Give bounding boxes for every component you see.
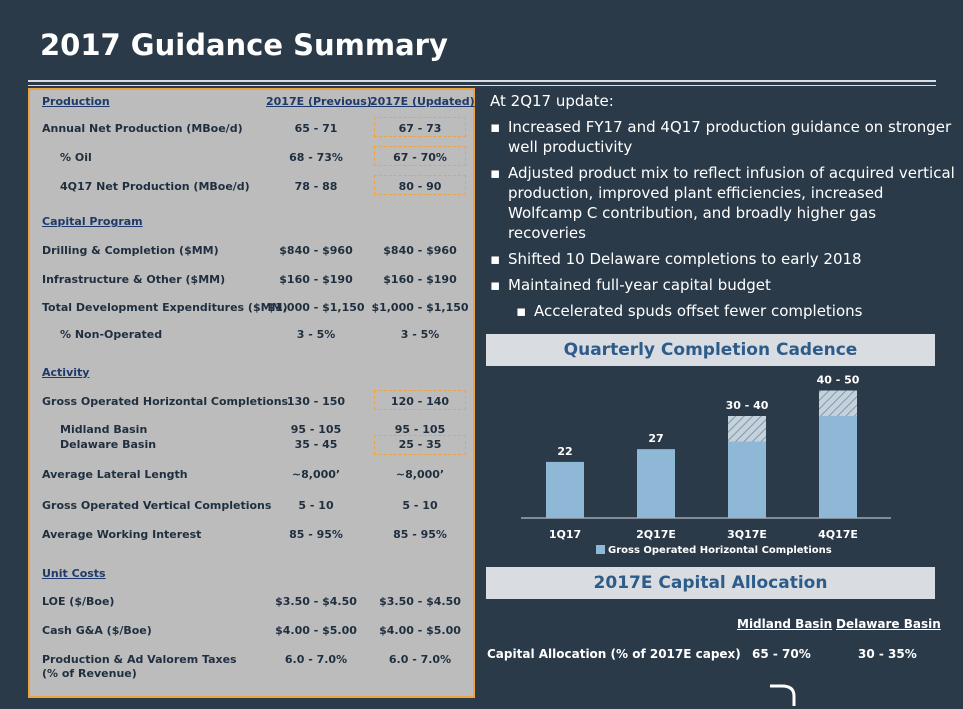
section-unit-costs: Unit Costs: [42, 567, 106, 580]
row-upd: 95 - 105: [394, 423, 446, 436]
capital-header: 2017E Capital Allocation: [486, 567, 935, 599]
cap-col-delaware: Delaware Basin: [836, 617, 941, 631]
section-production: Production: [42, 95, 110, 108]
row-upd: 67 - 73: [398, 122, 442, 135]
row-label: Average Lateral Length: [42, 468, 188, 481]
row-label: % Oil: [60, 151, 92, 164]
bullet-item: Increased FY17 and 4Q17 production guida…: [490, 117, 955, 157]
chart-legend: Gross Operated Horizontal Completions: [596, 545, 832, 556]
cap-col-midland: Midland Basin: [737, 617, 833, 631]
row-label-sub: (% of Revenue): [42, 667, 137, 680]
update-bullets: Increased FY17 and 4Q17 production guida…: [490, 117, 955, 327]
chart-header: Quarterly Completion Cadence: [486, 334, 935, 366]
section-activity: Activity: [42, 366, 90, 379]
row-label: Cash G&A ($/Boe): [42, 624, 152, 637]
data-label: 22: [557, 445, 572, 458]
row-upd: 5 - 10: [402, 499, 438, 512]
row-upd: 6.0 - 7.0%: [388, 653, 452, 666]
row-upd: $1,000 - $1,150: [371, 301, 469, 314]
x-tick-label: 4Q17E: [818, 528, 858, 541]
bullet-item: Shifted 10 Delaware completions to early…: [490, 249, 955, 269]
title-divider-thin: [28, 85, 936, 86]
row-label: Drilling & Completion ($MM): [42, 244, 219, 257]
x-tick-label: 2Q17E: [636, 528, 676, 541]
row-prev: 6.0 - 7.0%: [284, 653, 348, 666]
row-label: LOE ($/Boe): [42, 595, 115, 608]
row-upd: 120 - 140: [390, 395, 450, 408]
chart-bar: [637, 449, 675, 518]
highlight-box: [374, 390, 466, 410]
section-capital: Capital Program: [42, 215, 143, 228]
cap-row-label: Capital Allocation (% of 2017E capex): [487, 647, 741, 661]
row-label: Total Development Expenditures ($MM): [42, 301, 288, 314]
bullet-item: Maintained full-year capital budget: [490, 275, 955, 295]
row-prev: $1,000 - $1,150: [267, 301, 365, 314]
col-header-previous: 2017E (Previous): [266, 95, 372, 108]
row-upd: 80 - 90: [398, 180, 442, 193]
row-prev: 95 - 105: [290, 423, 342, 436]
row-prev: $160 - $190: [279, 273, 353, 286]
row-prev: 130 - 150: [286, 395, 346, 408]
row-prev: 78 - 88: [294, 180, 338, 193]
row-upd: $160 - $190: [383, 273, 457, 286]
row-label: Gross Operated Horizontal Completions: [42, 395, 289, 408]
completion-chart: 22 1Q17 27 2Q17E 30 - 40 3Q17E 40 - 50 4Q17E Gr…: [486, 368, 935, 562]
x-tick-label: 1Q17: [549, 528, 581, 541]
row-prev: $840 - $960: [279, 244, 353, 257]
row-label: % Non-Operated: [60, 328, 163, 341]
sub-bullet-item: Accelerated spuds offset fewer completio…: [490, 301, 955, 321]
company-logo: [768, 684, 963, 706]
row-upd: 67 - 70%: [393, 151, 447, 164]
chart-bar-range: [728, 416, 766, 442]
row-upd: 85 - 95%: [393, 528, 447, 541]
row-label: 4Q17 Net Production (MBoe/d): [60, 180, 250, 193]
chart-bar: [819, 416, 857, 518]
row-prev: 3 - 5%: [296, 328, 336, 341]
guidance-table: Production 2017E (Previous) 2017E (Updat…: [28, 88, 475, 698]
row-prev: 68 - 73%: [289, 151, 343, 164]
row-prev: ~8,000’: [291, 468, 341, 481]
row-label: Gross Operated Vertical Completions: [42, 499, 272, 512]
highlight-box: [374, 435, 466, 455]
row-upd: $3.50 - $4.50: [379, 595, 461, 608]
row-prev: 35 - 45: [294, 438, 338, 451]
row-label: Annual Net Production (MBoe/d): [42, 122, 243, 135]
data-label: 27: [648, 432, 663, 445]
bullet-item: Adjusted product mix to reflect infusion…: [490, 163, 955, 243]
data-label: 40 - 50: [817, 374, 860, 387]
row-upd: 3 - 5%: [400, 328, 440, 341]
highlight-box: [374, 117, 466, 137]
row-prev: 5 - 10: [298, 499, 334, 512]
x-tick-label: 3Q17E: [727, 528, 767, 541]
logo-mark-icon: [770, 684, 796, 706]
row-label: Delaware Basin: [60, 438, 157, 451]
col-header-updated: 2017E (Updated): [370, 95, 475, 108]
row-upd: $4.00 - $5.00: [379, 624, 461, 637]
chart-bar: [546, 461, 584, 518]
row-upd: 25 - 35: [398, 438, 442, 451]
highlight-box: [374, 175, 466, 195]
row-label: Infrastructure & Other ($MM): [42, 273, 226, 286]
chart-canvas: 22 1Q17 27 2Q17E 30 - 40 3Q17E 40 - 50 4Q17E: [521, 374, 891, 541]
row-label: Average Working Interest: [42, 528, 202, 541]
row-prev: $3.50 - $4.50: [275, 595, 357, 608]
row-upd: $840 - $960: [383, 244, 457, 257]
row-upd: ~8,000’: [395, 468, 445, 481]
row-prev: $4.00 - $5.00: [275, 624, 357, 637]
cap-value-delaware: 30 - 35%: [858, 647, 917, 661]
row-prev: 65 - 71: [294, 122, 338, 135]
page-title: 2017 Guidance Summary: [40, 28, 448, 62]
update-heading: At 2Q17 update:: [490, 92, 614, 110]
highlight-box: [374, 146, 466, 166]
chart-bar-range: [819, 390, 857, 416]
row-label: Production & Ad Valorem Taxes: [42, 653, 237, 666]
legend-swatch: [596, 545, 605, 554]
cap-value-midland: 65 - 70%: [752, 647, 811, 661]
data-label: 30 - 40: [726, 399, 769, 412]
legend-label: Gross Operated Horizontal Completions: [608, 545, 832, 556]
title-divider: [28, 80, 936, 82]
row-prev: 85 - 95%: [289, 528, 343, 541]
row-label: Midland Basin: [60, 423, 148, 436]
chart-bar: [728, 441, 766, 518]
